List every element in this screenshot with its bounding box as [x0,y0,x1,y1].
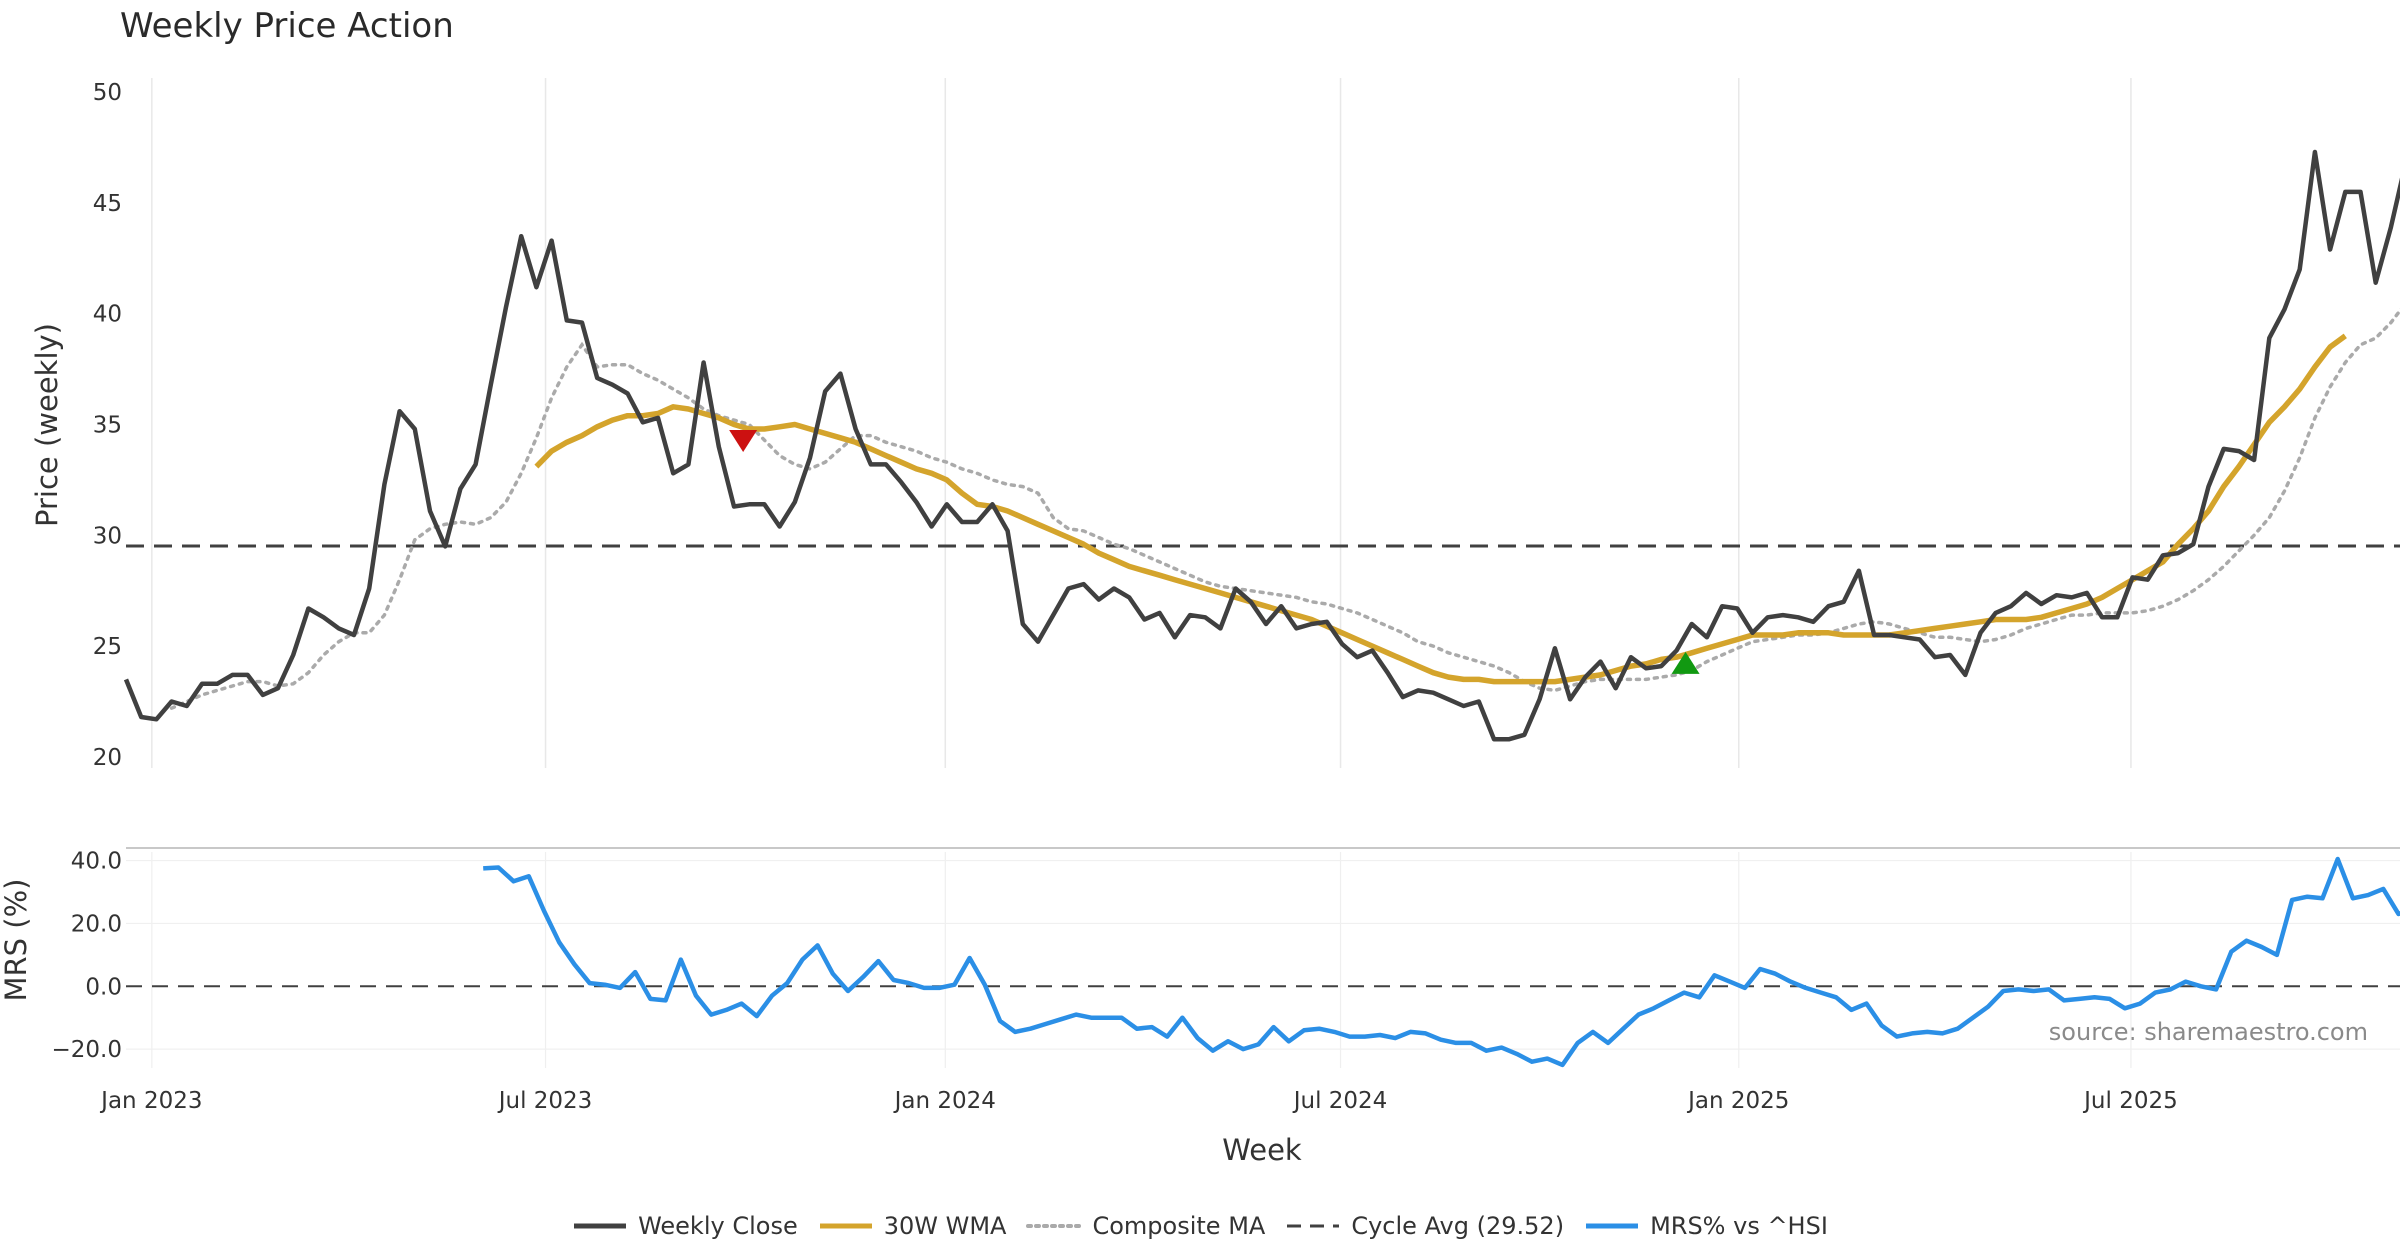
sub-y-tick-label: 20.0 [71,911,122,937]
chart-title: Weekly Price Action [120,6,454,46]
legend-swatch-mrs [1586,1223,1639,1229]
wma-30w-line [534,333,2347,685]
legend-label: Weekly Close [638,1212,798,1240]
main-y-tick-label: 35 [93,413,122,439]
main-y-tick-label: 40 [93,302,122,328]
sub-y-tick-label: 40.0 [71,849,122,875]
main-y-tick-label: 45 [93,191,122,217]
main-y-tick-label: 50 [93,80,122,106]
main-y-tick-label: 25 [93,634,122,660]
sub-y-tick-label: −20.0 [52,1037,122,1063]
legend-item-30w-wma: 30W WMA [818,1212,1007,1240]
legend-label: 30W WMA [883,1212,1007,1240]
legend-swatch-composite-ma [1026,1224,1083,1228]
legend-swatch-30w-wma [819,1223,872,1229]
main-y-tick-label: 20 [93,745,122,771]
main-y-tick-label: 30 [93,523,122,549]
x-tick-label: Jul 2023 [497,1088,593,1114]
mrs-line [483,856,2400,1068]
buy-signal-marker [1671,651,1700,674]
x-tick-label: Jul 2024 [1292,1088,1388,1114]
x-tick-label: Jul 2025 [2082,1088,2178,1114]
legend-label: MRS% vs ^HSI [1650,1212,1828,1240]
x-tick-label: Jan 2025 [1686,1088,1789,1114]
weekly-close-line [123,149,2400,742]
legend-label: Cycle Avg (29.52) [1351,1212,1565,1240]
legend-label: Composite MA [1092,1212,1266,1240]
legend-item-mrs: MRS% vs ^HSI [1584,1212,1828,1240]
x-tick-label: Jan 2024 [893,1088,996,1114]
legend-item-weekly-close: Weekly Close [572,1212,798,1240]
legend-swatch-weekly-close [574,1223,627,1229]
x-tick-label: Jan 2023 [99,1088,202,1114]
legend-item-cycle-avg: Cycle Avg (29.52) [1285,1212,1564,1240]
legend: Weekly Close 30W WMA Composite MA Cycle … [0,1212,2400,1240]
composite-ma-line [169,307,2400,710]
x-axis-label: Week [1222,1133,1302,1167]
sub-y-tick-label: 0.0 [85,974,122,1000]
legend-item-composite-ma: Composite MA [1026,1212,1265,1240]
legend-swatch-cycle-avg [1287,1224,1340,1228]
sell-signal-marker [729,430,758,453]
source-credit: source: sharemaestro.com [2048,1018,2368,1046]
